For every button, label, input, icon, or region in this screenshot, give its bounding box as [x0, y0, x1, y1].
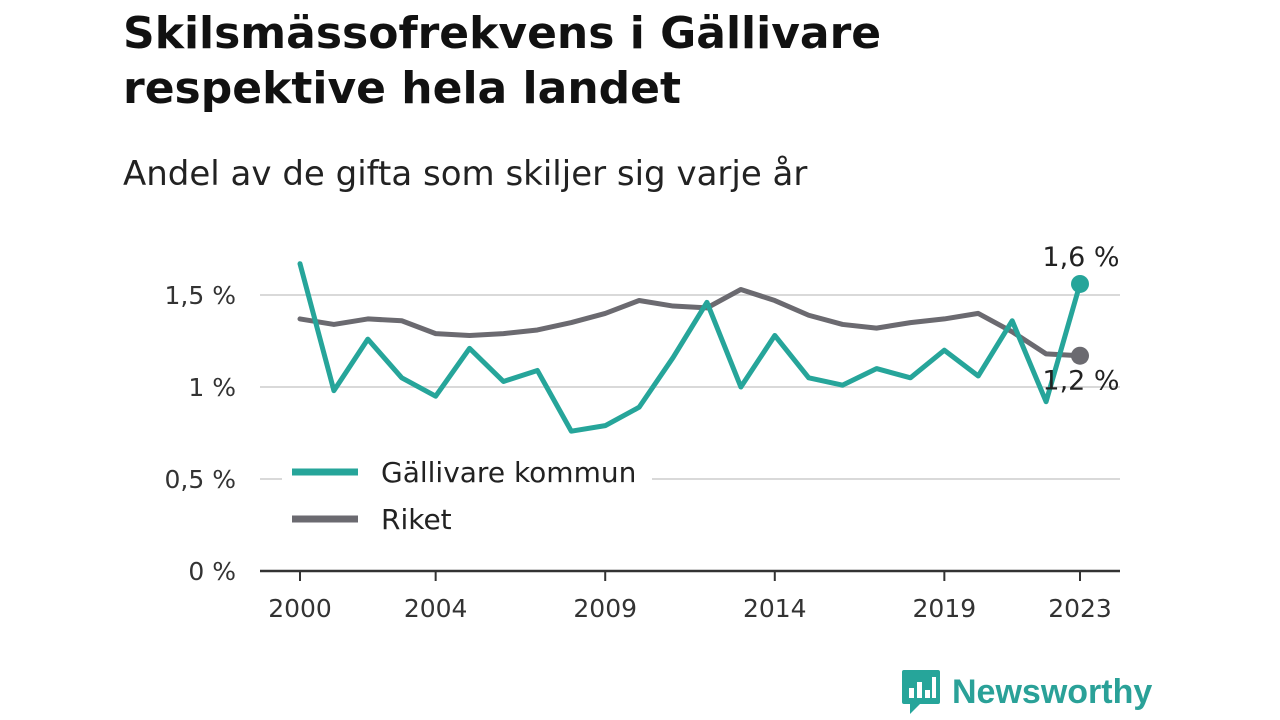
y-tick-label-2: 1 % [188, 373, 236, 402]
x-tick-label-2: 2009 [573, 594, 637, 623]
series-end-label-1: 1,2 % [1042, 366, 1119, 397]
x-tick-label-3: 2014 [743, 594, 807, 623]
chart-subtitle: Andel av de gifta som skiljer sig varje … [123, 154, 808, 194]
series-end-label-0: 1,6 % [1042, 242, 1119, 273]
brand-logo: Newsworthy [900, 668, 1152, 716]
x-tick-label-0: 2000 [268, 594, 332, 623]
legend-label-0: Gällivare kommun [381, 456, 636, 489]
x-tick-label-1: 2004 [404, 594, 468, 623]
series-line-0 [297, 261, 1083, 434]
series-endpoint-0 [1071, 274, 1089, 293]
legend-background [282, 448, 652, 546]
chart-title: Skilsmässofrekvens i Gällivare respektiv… [123, 8, 882, 114]
brand-name: Newsworthy [952, 672, 1153, 711]
series-line-1 [297, 286, 1083, 359]
legend-label-1: Riket [381, 503, 452, 536]
x-tick-label-5: 2023 [1048, 594, 1112, 623]
series-endpoint-1 [1071, 346, 1089, 365]
y-tick-label-0: 0 % [188, 557, 236, 586]
y-tick-label-1: 0,5 % [165, 465, 236, 494]
y-tick-label-3: 1,5 % [165, 281, 236, 310]
newsworthy-logo-icon [902, 670, 940, 714]
x-tick-label-4: 2019 [913, 594, 977, 623]
